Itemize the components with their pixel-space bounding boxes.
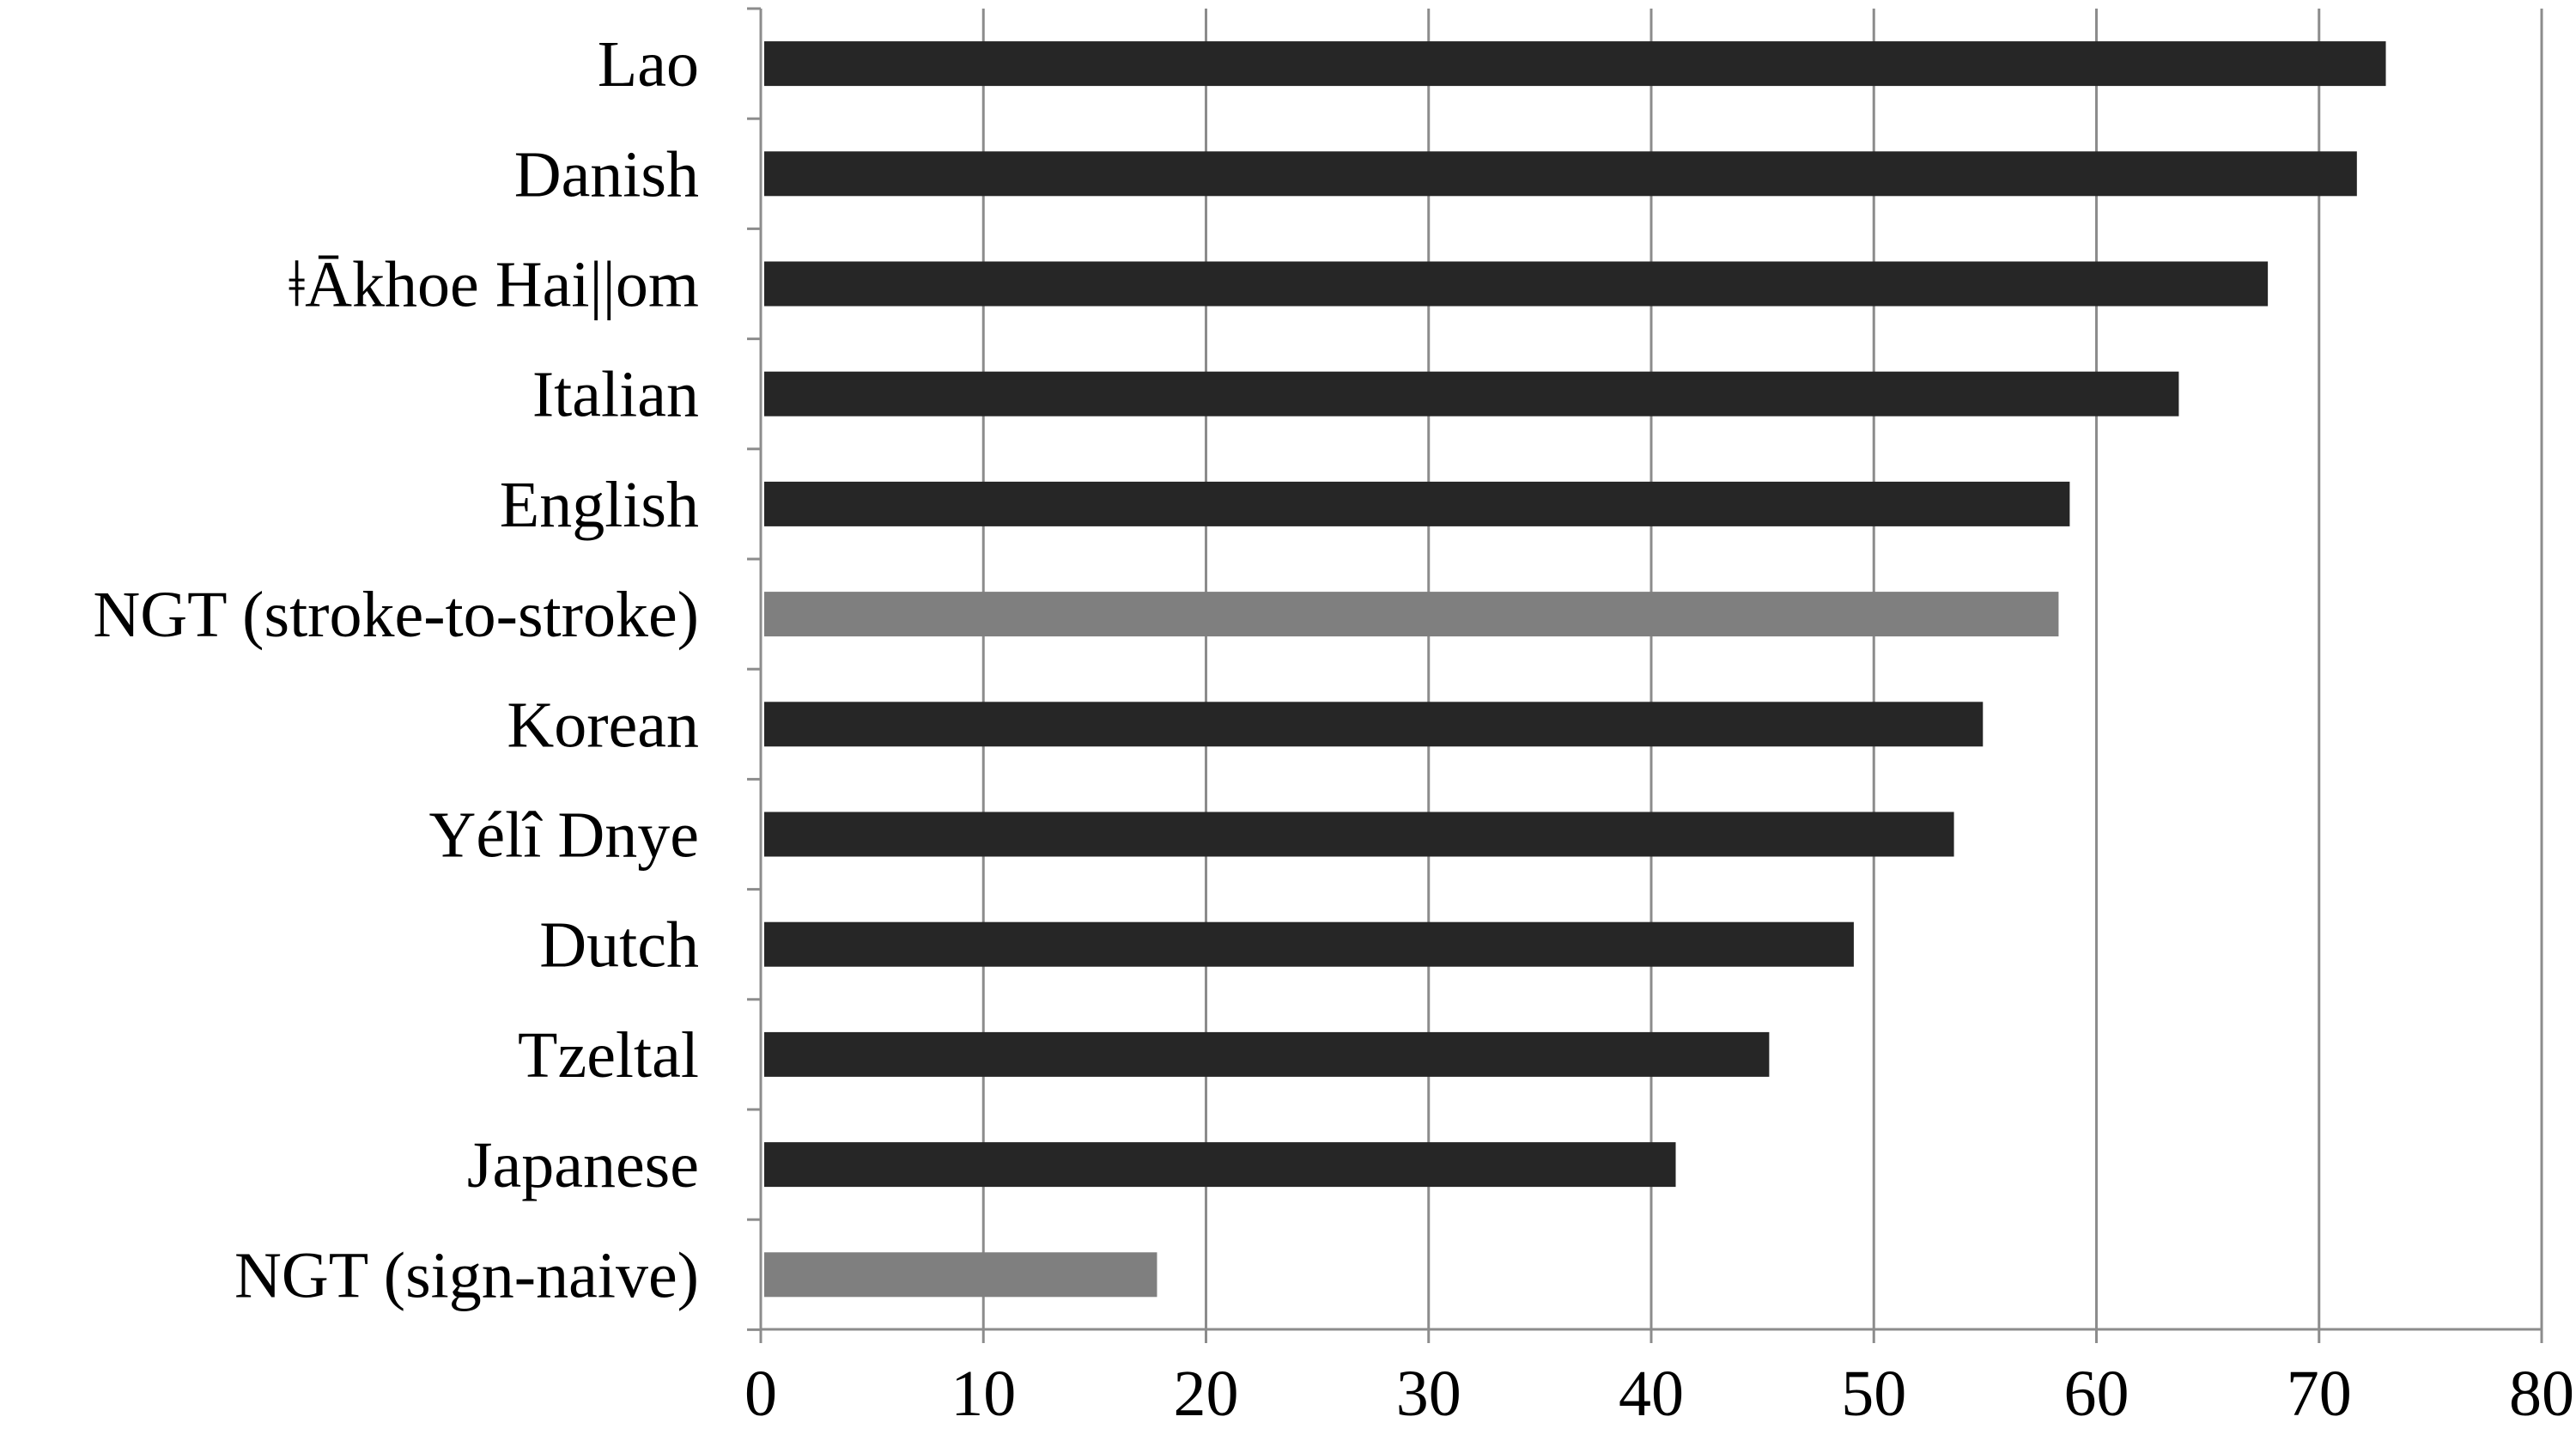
x-tick-label: 40 — [1619, 1358, 1684, 1430]
bar-0 — [764, 41, 2386, 87]
bar-7 — [764, 812, 1954, 857]
bar-1 — [764, 151, 2357, 197]
bar-2 — [764, 261, 2269, 307]
category-label: English — [500, 469, 699, 541]
category-label: Tzeltal — [518, 1019, 699, 1091]
category-label: NGT (stroke-to-stroke) — [93, 579, 699, 651]
category-label: Korean — [507, 689, 699, 761]
x-tick-label: 20 — [1174, 1358, 1239, 1430]
x-tick-label: 50 — [1841, 1358, 1906, 1430]
category-label: Japanese — [467, 1129, 699, 1201]
x-tick-label: 70 — [2287, 1358, 2352, 1430]
gridlines — [981, 9, 2543, 1329]
bar-9 — [764, 1031, 1770, 1077]
bar-8 — [764, 921, 1854, 967]
bars — [764, 41, 2386, 1298]
category-label: Yélî Dnye — [429, 799, 699, 872]
category-labels: Lao Danish ǂĀkhoe Hai||om Italian English NGT… — [93, 28, 699, 1311]
bar-4 — [764, 481, 2070, 526]
category-label: Lao — [598, 28, 699, 100]
x-tick-label: 10 — [951, 1358, 1016, 1430]
category-label: Italian — [532, 359, 699, 431]
category-label: Danish — [514, 138, 699, 210]
bar-3 — [764, 371, 2179, 416]
bar-10 — [764, 1142, 1676, 1188]
bar-6 — [764, 702, 1984, 747]
category-label: NGT (sign-naive) — [234, 1239, 699, 1311]
axes — [747, 7, 2543, 1343]
category-label: ǂĀkhoe Hai||om — [289, 249, 699, 321]
x-tick-label: 80 — [2509, 1358, 2574, 1430]
category-label: Dutch — [539, 909, 699, 982]
x-tick-label: 30 — [1396, 1358, 1461, 1430]
x-tick-label: 60 — [2064, 1358, 2129, 1430]
bar-5 — [764, 592, 2059, 637]
x-tick-label: 0 — [744, 1358, 777, 1430]
bar-11 — [764, 1252, 1157, 1298]
x-tick-labels: 0 10 20 30 40 50 60 70 80 — [744, 1358, 2574, 1430]
